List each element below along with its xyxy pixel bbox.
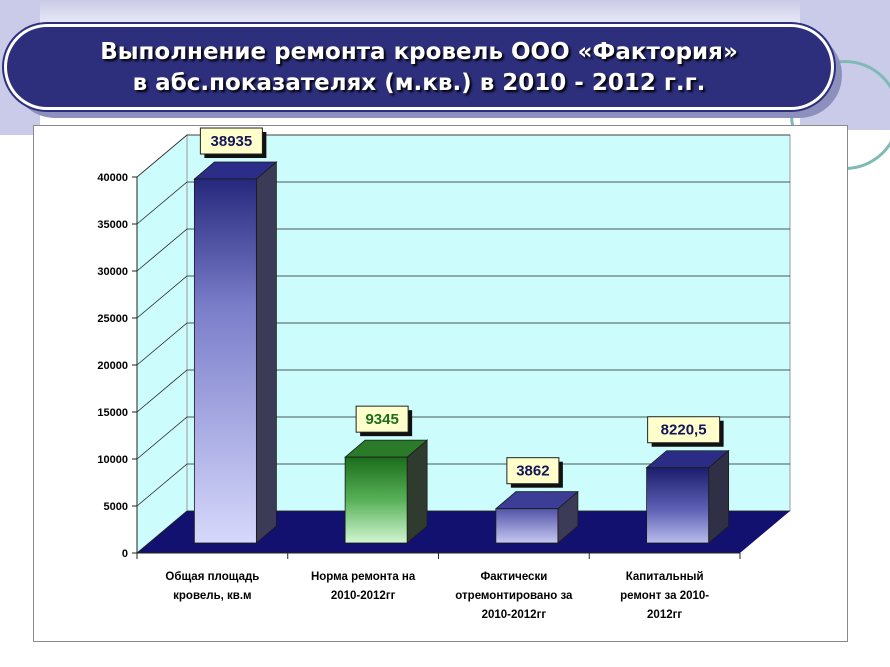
y-tick-label: 5000 [104,501,128,513]
x-category-label: отремонтировано за [455,590,573,602]
gridline [136,228,790,272]
x-category-label: Капитальный [626,571,704,583]
bar [193,178,257,544]
gridline [136,275,790,319]
gridline [136,463,790,507]
bar-side [255,161,277,544]
y-tick-label: 0 [122,548,128,560]
gridline [136,134,790,178]
x-category-label: Фактически [480,571,547,583]
x-category-label: ремонт за 2010- [620,590,709,602]
x-category-label: 2012гг [647,609,682,621]
y-tick-label: 35000 [97,219,128,231]
slide-top-band [0,0,890,22]
data-label-box [506,457,560,485]
x-category-label: Норма ремонта на [311,571,416,583]
x-category-label: Общая площадь [165,571,259,583]
bar [344,456,408,544]
data-label: 38935 [211,133,253,150]
x-category-label: 2010-2012гг [331,590,396,602]
title-banner: Выполнение ремонта кровель ООО «Фактория… [4,24,834,110]
y-tick-label: 20000 [97,360,128,372]
bar [646,467,710,544]
gridline [136,322,790,366]
gridline [136,510,790,554]
bar [495,508,559,544]
data-label-box [355,405,409,433]
y-tick-label: 40000 [97,172,128,184]
bar-side [406,439,428,544]
data-label: 9345 [365,411,398,428]
data-label: 3862 [516,463,549,480]
gridline [136,416,790,460]
gridline [136,181,790,225]
y-tick-label: 10000 [97,454,128,466]
y-tick-label: 30000 [97,266,128,278]
data-label: 8220,5 [661,422,707,439]
data-label-box [647,416,721,444]
chart-floor [137,511,790,553]
y-tick-label: 25000 [97,313,128,325]
data-label-box [199,127,263,155]
x-category-label: кровель, кв.м [173,590,251,602]
y-tick-label: 15000 [97,407,128,419]
slide-title: Выполнение ремонта кровель ООО «Фактория… [100,39,738,96]
x-category-label: 2010-2012гг [482,609,547,621]
gridline [136,369,790,413]
